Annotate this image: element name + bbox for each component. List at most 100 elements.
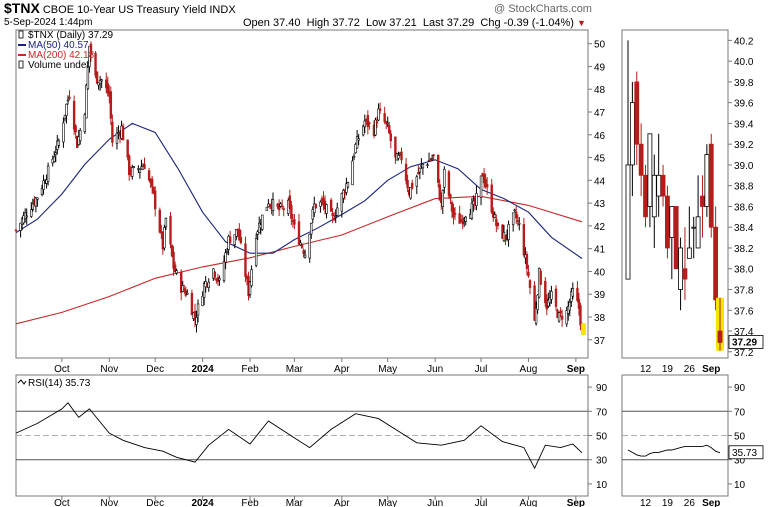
candle-body [100,79,103,82]
candle-body [22,215,25,224]
candle-body [109,91,113,119]
candle-body [310,222,313,235]
zoom-x-tick-label: 19 [662,498,674,507]
candle-body [202,283,206,298]
candle-body [169,215,172,245]
zoom-y-tick-label: 37.6 [734,306,754,317]
grid-lines [16,39,732,500]
candle-body [279,203,282,207]
candle-body [432,154,435,157]
axis-tick-labels: 37 38 39 40 41 42 43 44 45 46 47 48 49 50 Oct Oct Nov Nov… [54,36,764,507]
candle-body [351,160,354,186]
zoom-candle-body [651,174,657,218]
price-candles [14,41,586,335]
zoom-last-value-label: 37.29 [732,337,757,348]
zoom-y-tick-label: 38.6 [734,202,754,213]
zoom-candle-body [713,226,719,301]
y-tick-label: 46 [594,131,606,142]
candle-body [297,221,301,245]
zoom-y-tick-label: 39.4 [734,119,754,130]
zoom-candle-body [678,247,683,290]
zoom-y-tick-label: 39.8 [734,78,754,89]
candle-body [128,155,131,176]
down-arrow-icon: ▼ [577,18,586,28]
candle-body [400,151,403,161]
x-tick-label: Oct [54,498,70,507]
candle-body [201,295,204,306]
candle-body [132,166,135,169]
candle-body [571,288,575,297]
candle-body [57,140,61,146]
candle-body [53,156,56,162]
candle-body [36,197,39,200]
y-tick-label: 49 [594,62,606,73]
y-tick-label: 40 [594,267,606,278]
rsi-line [15,402,583,470]
zoom-candle-body [700,195,705,207]
candle-body [496,222,500,227]
line-icon [17,379,27,385]
candle-body [34,197,38,207]
zoom-panel-candles [625,40,724,351]
candle-body [89,43,93,55]
zoom-y-tick-label: 37.4 [734,327,754,338]
candle-body [222,261,226,281]
zoom-candle-body [660,174,666,197]
candle-body [121,125,125,141]
candle-body [354,144,357,153]
candle-body [437,154,440,183]
zoom-rsi-tick-label: 70 [734,407,746,418]
quote-stats: Open 37.40 High 37.72 Low 37.21 Last 37.… [243,17,586,29]
candle-body [254,238,258,266]
candle-body [490,184,493,213]
candle-body [513,209,516,212]
candle-body [299,242,302,245]
candle-body [164,218,168,228]
candle-body [378,108,382,111]
x-tick-label: Aug [520,364,538,375]
candle-body [277,203,281,211]
zoom-candle-body [686,247,692,259]
zoom-y-tick-label: 40.2 [734,36,754,47]
zoom-x-tick-label: 12 [640,498,652,507]
candle-body [458,213,461,224]
candle-body [539,270,542,285]
candle-body [138,168,142,174]
zoom-x-tick-label: 12 [640,364,652,375]
candle-body [389,133,392,142]
symbol-title: $TNX CBOE 10-Year US Treasury Yield INDX [4,0,236,16]
candle-body [40,188,44,195]
candle-body [386,122,389,125]
candle-body [225,250,229,254]
candle-body [79,129,82,142]
candle-body [280,205,284,208]
candle-body [213,271,217,278]
panel-frames [15,29,729,497]
candle-body [63,114,67,120]
candle-body [336,207,339,216]
candle-body [311,209,314,220]
zoom-candle-body [625,164,631,280]
candle-body [409,187,412,199]
x-tick-label: Feb [241,498,259,507]
candle-body [233,234,236,245]
candle-body [452,208,455,218]
zoom-candle-body [717,330,723,343]
y-tick-label: 48 [594,85,606,96]
candle-body [131,167,134,177]
y-tick-label: 38 [594,313,606,324]
legend-label: Volume undef [28,60,89,71]
zoom-candle-body [691,226,697,229]
candle-body [163,227,166,249]
candle-body [536,294,539,310]
zoom-x-tick-label: Sep [702,498,720,507]
zoom-candle-body [708,143,714,228]
candle-body [218,278,221,281]
x-tick-label: Nov [100,498,118,507]
candle-body [579,305,582,326]
candle-body [193,311,197,321]
zoom-candle-body [634,81,640,145]
candle-body [117,132,120,134]
candle-body [368,122,371,125]
